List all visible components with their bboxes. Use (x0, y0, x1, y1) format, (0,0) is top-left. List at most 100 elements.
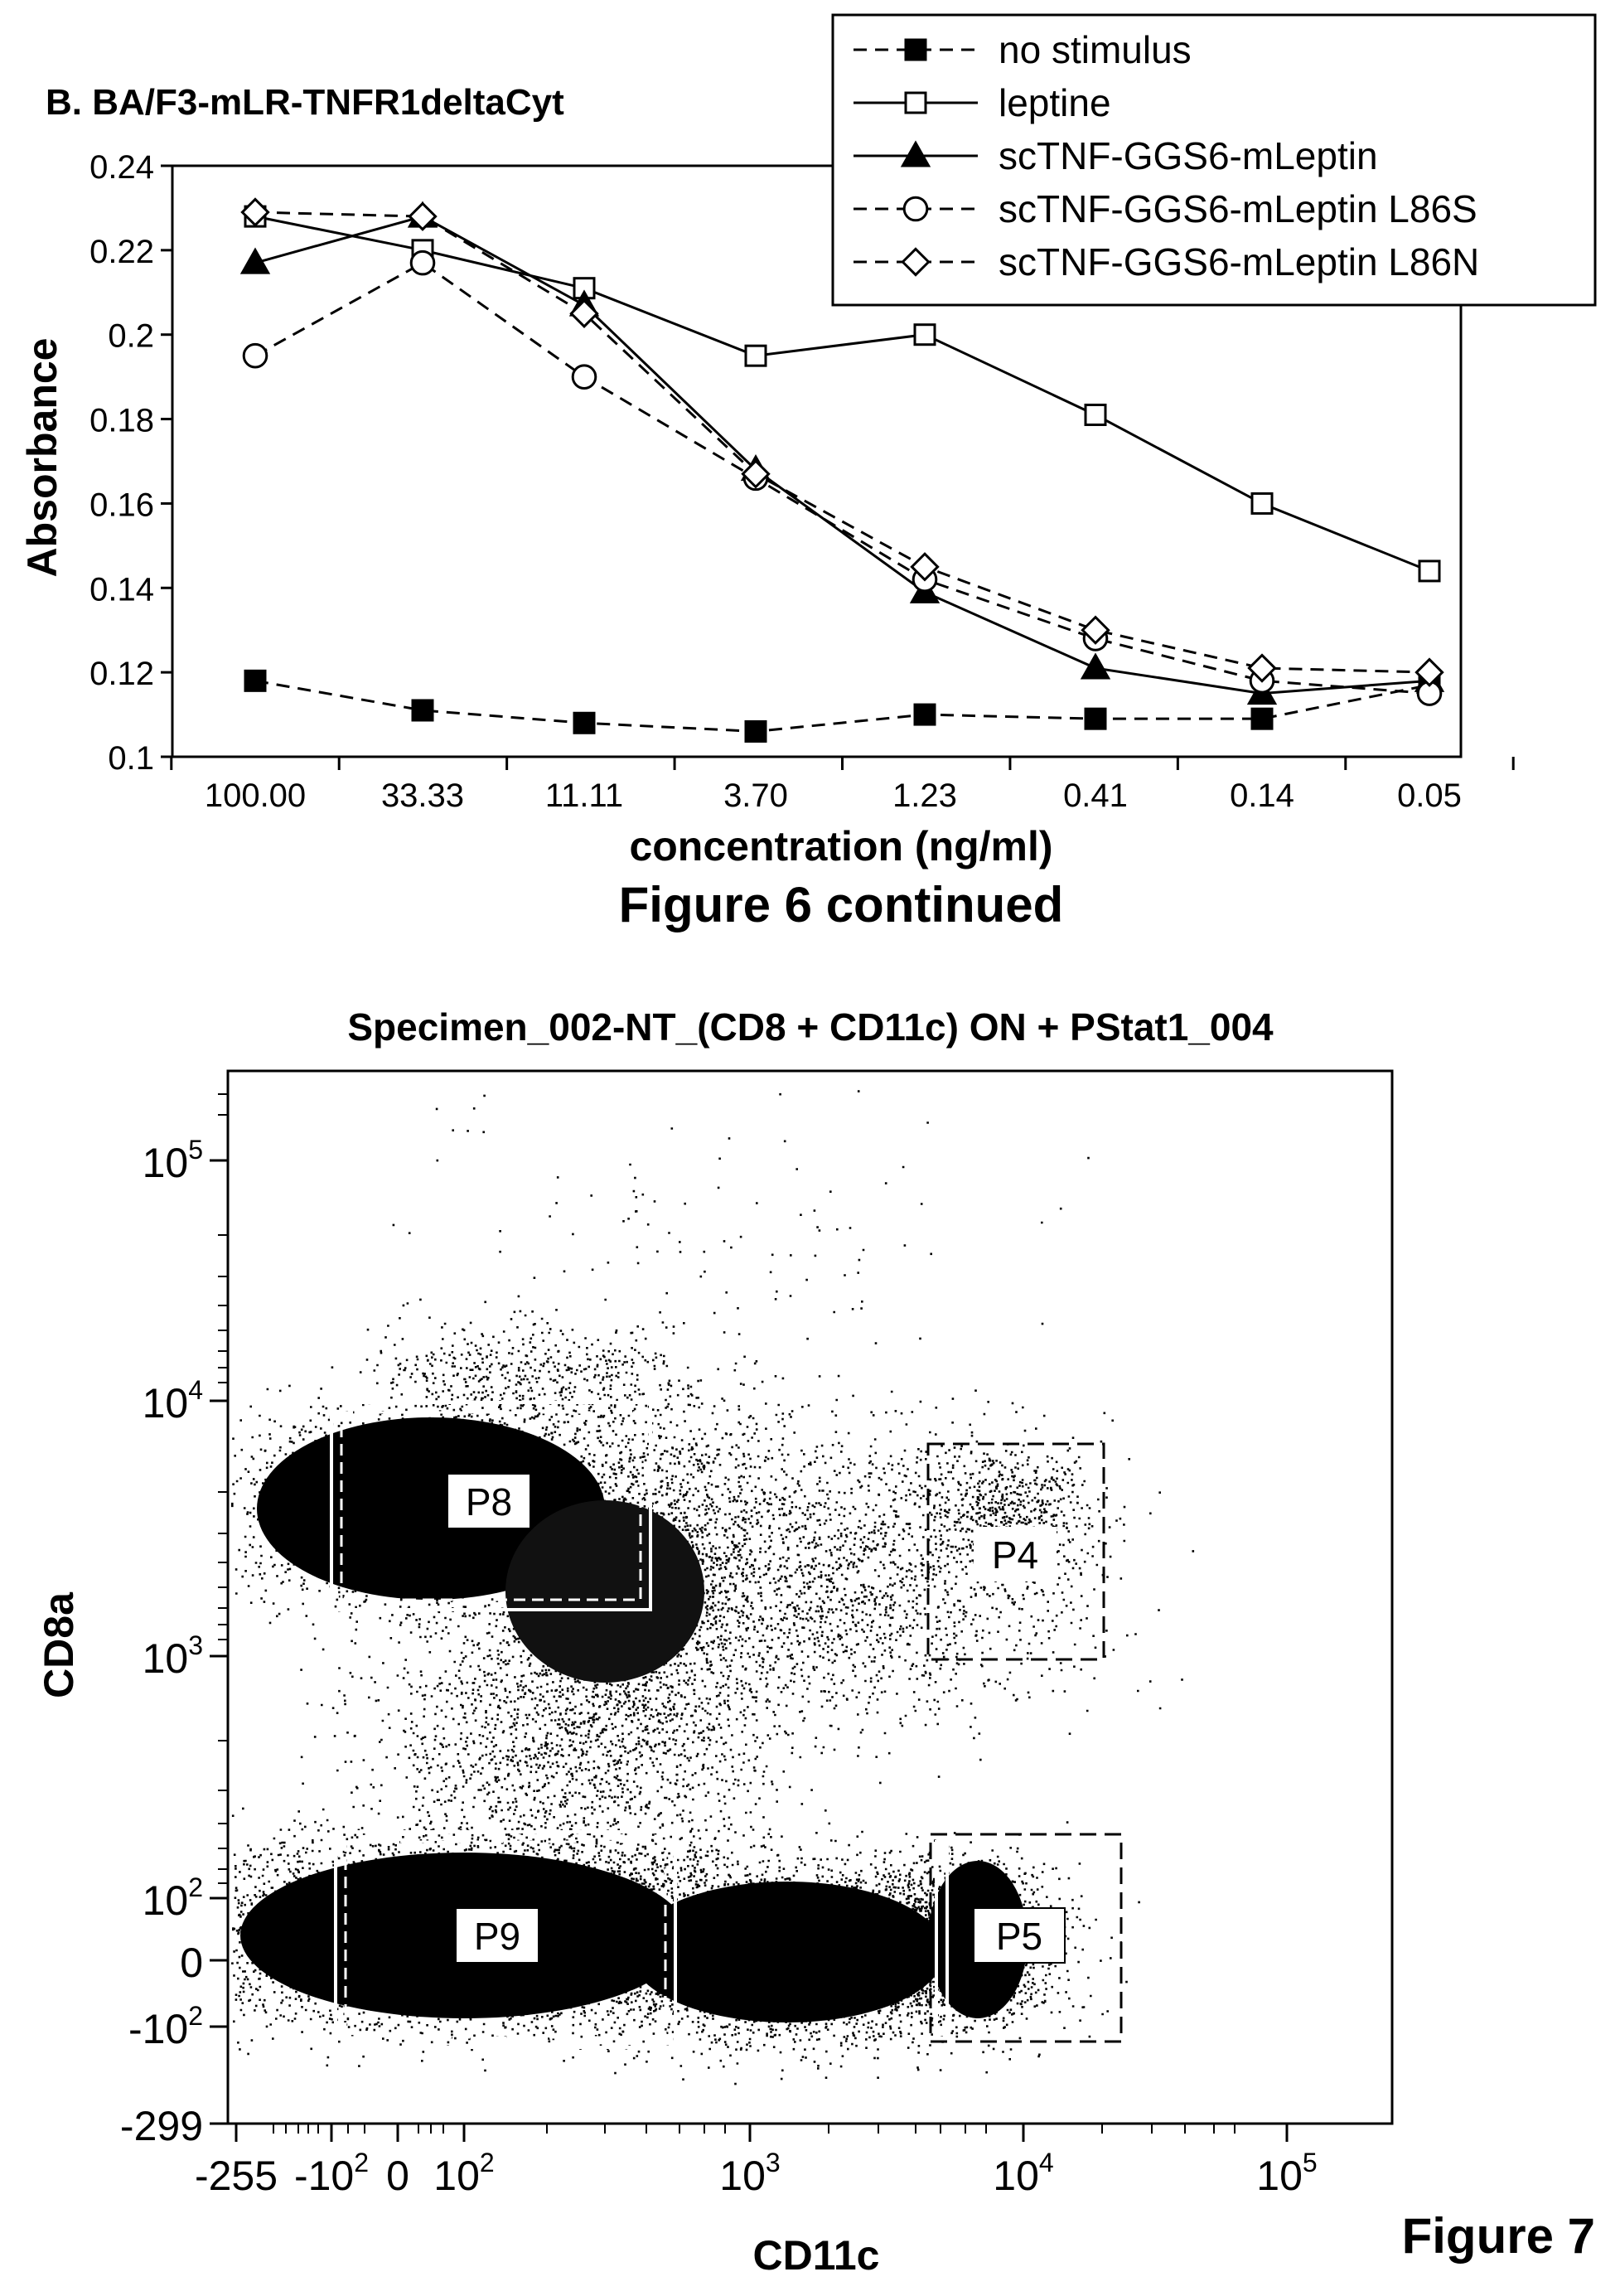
figure-7-caption: Figure 7 (1402, 2208, 1595, 2264)
scatter-frame (226, 1069, 1394, 2125)
y-axis-ticks: 0.24 0.22 0.2 0.18 0.16 0.14 0.12 0.1 (89, 149, 172, 777)
x-axis-ticks: 100.00 33.33 11.11 3.70 1.23 0.41 0.14 0.05 (170, 757, 1515, 814)
y-tick-label: 0.1 (108, 740, 154, 777)
x-tick-label: 11.11 (545, 777, 623, 814)
data-point (1414, 657, 1444, 687)
legend-label: scTNF-GGS6-mLeptin (999, 134, 1378, 177)
data-point (411, 699, 434, 722)
y-tick-label: 102 (143, 1872, 203, 1924)
data-point (408, 201, 438, 231)
gate-p8-outer (330, 1401, 652, 1611)
legend-marker (901, 247, 931, 277)
x-tick-label: 33.33 (381, 777, 464, 814)
scatter-x-axis-label: CD11c (753, 2232, 880, 2279)
scatter-title: Specimen_002-NT_(CD8 + CD11c) ON + PStat… (347, 1005, 1274, 1049)
data-point (1247, 653, 1277, 683)
data-point (741, 459, 771, 489)
legend-label: leptine (999, 81, 1111, 124)
x-axis-label: concentration (ng/ml) (629, 823, 1052, 869)
data-point (1250, 707, 1274, 730)
series-group (239, 197, 1445, 743)
x-tick-label: 102 (433, 2148, 494, 2199)
gate-p5: P5 (929, 1833, 1123, 2043)
legend-item: no stimulus (854, 28, 1192, 71)
data-point (573, 711, 596, 734)
y-axis-label: Absorbance (19, 338, 65, 578)
chart-title: B. BA/F3-mLR-TNFR1deltaCyt (46, 82, 564, 123)
data-point (910, 552, 940, 582)
gate-p4: P4 (926, 1442, 1105, 1661)
legend-marker (900, 140, 931, 167)
y-tick-label: 0.16 (89, 487, 154, 523)
gate-p9-inner (344, 1840, 667, 2039)
gate-p4-label-box (974, 1527, 1057, 1582)
gate-p5-label: P5 (996, 1915, 1042, 1958)
x-tick-label: 103 (719, 2148, 780, 2199)
data-point (571, 364, 597, 390)
gate-p8-inner (340, 1411, 642, 1601)
legend-label: scTNF-GGS6-mLeptin L86N (999, 240, 1479, 283)
data-point (913, 323, 936, 346)
gate-p4-label: P4 (992, 1533, 1038, 1577)
data-point (1084, 707, 1107, 730)
series-line (254, 211, 1430, 674)
density-core (630, 1882, 945, 2022)
y-tick-label: 0 (180, 1940, 203, 1986)
data-point (744, 719, 767, 743)
x-tick-label: 0.05 (1397, 777, 1462, 814)
legend-items: no stimulus leptine scTNF-GGS6-mLeptin scTN… (854, 28, 1479, 283)
scatter-x-ticks: -255 -102 0 102 103 104 105 (195, 2124, 1318, 2199)
y-tick-label: -299 (120, 2103, 203, 2149)
legend-item: leptine (854, 81, 1111, 124)
scatter-y-axis-label: CD8a (36, 1591, 82, 1698)
series-2 (244, 205, 1441, 583)
gate-p5-white (935, 1840, 949, 2036)
x-tick-label: 0 (386, 2153, 409, 2199)
data-point (569, 298, 599, 328)
data-point (239, 247, 271, 274)
data-point (1418, 559, 1441, 583)
gate-p4-box (926, 1442, 1105, 1661)
data-point (244, 669, 267, 692)
y-tick-label: -102 (128, 2001, 203, 2052)
x-tick-label: 1.23 (892, 777, 957, 814)
legend-item: scTNF-GGS6-mLeptin L86S (854, 187, 1477, 230)
density-core (505, 1500, 704, 1683)
legend-item: scTNF-GGS6-mLeptin (854, 134, 1378, 177)
x-tick-label: 105 (1256, 2148, 1317, 2199)
legend-item: scTNF-GGS6-mLeptin L86N (854, 240, 1479, 283)
y-tick-label: 0.14 (89, 571, 154, 608)
y-tick-label: 0.22 (89, 234, 154, 270)
data-point (409, 249, 436, 276)
data-point (1081, 615, 1110, 645)
y-tick-label: 0.12 (89, 656, 154, 692)
x-tick-label: 3.70 (723, 777, 788, 814)
y-tick-label: 104 (143, 1375, 203, 1427)
legend-label: scTNF-GGS6-mLeptin L86S (999, 187, 1477, 230)
x-tick-label: 0.41 (1063, 777, 1128, 814)
series-4 (242, 249, 1443, 706)
data-point (242, 342, 268, 369)
data-point (744, 344, 767, 367)
gate-p9-label: P9 (474, 1915, 520, 1958)
event-dots (231, 1090, 1195, 2085)
legend-marker (904, 38, 927, 61)
figure-6-caption: Figure 6 continued (619, 877, 1064, 932)
data-point (1080, 652, 1111, 680)
plot-frame (171, 164, 1463, 758)
series-5 (240, 197, 1444, 687)
x-tick-label: 0.14 (1230, 777, 1294, 814)
series-line (254, 215, 1430, 573)
legend-marker (904, 91, 927, 114)
x-tick-label: 100.00 (205, 777, 306, 814)
data-point (1250, 492, 1274, 515)
legend-marker (902, 196, 929, 222)
legend-label: no stimulus (999, 28, 1192, 71)
series-line (254, 679, 1430, 733)
gate-p8-label-box (447, 1473, 531, 1529)
x-tick-label: -255 (195, 2153, 278, 2199)
gate-p8: P8 (330, 1401, 652, 1611)
y-tick-label: 0.24 (89, 149, 154, 186)
legend: no stimulus leptine scTNF-GGS6-mLeptin scTN… (831, 13, 1597, 307)
